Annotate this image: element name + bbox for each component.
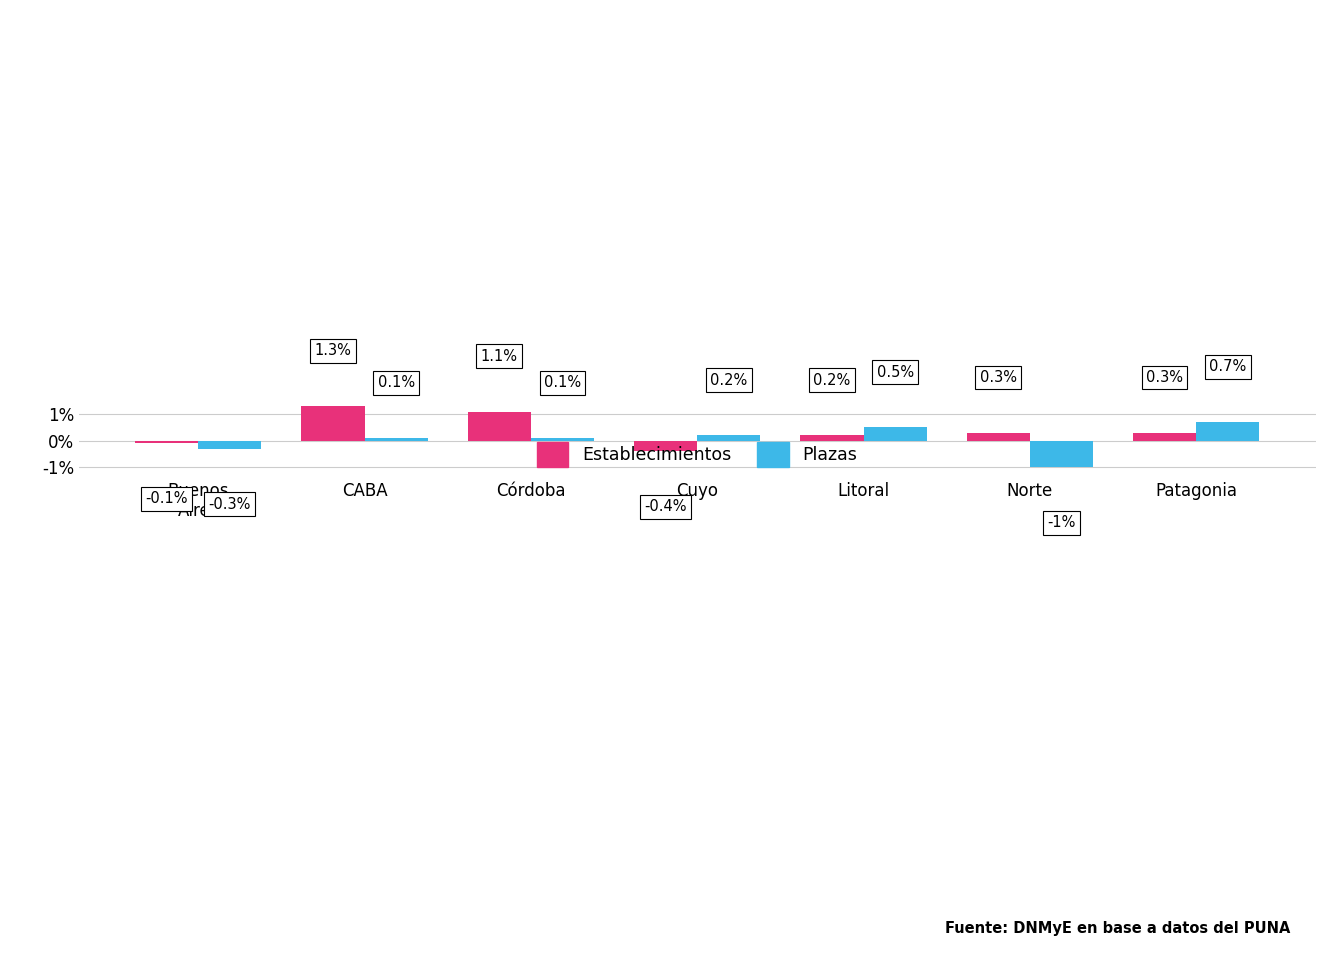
- Text: 0.2%: 0.2%: [813, 372, 851, 388]
- Text: 0.3%: 0.3%: [1146, 370, 1183, 385]
- Text: -0.4%: -0.4%: [644, 499, 687, 515]
- Text: 0.7%: 0.7%: [1210, 359, 1246, 374]
- Text: 0.5%: 0.5%: [876, 365, 914, 379]
- Bar: [1030, 441, 1093, 468]
- Bar: [634, 441, 698, 451]
- Bar: [136, 441, 199, 444]
- Bar: [698, 436, 761, 441]
- Legend: Establecimientos, Plazas: Establecimientos, Plazas: [520, 424, 875, 484]
- Bar: [1133, 433, 1196, 441]
- Bar: [800, 436, 864, 441]
- Bar: [1196, 422, 1259, 441]
- Text: 0.1%: 0.1%: [378, 375, 415, 390]
- Text: 0.2%: 0.2%: [710, 372, 747, 388]
- Bar: [864, 427, 927, 441]
- Bar: [531, 438, 594, 441]
- Text: -1%: -1%: [1047, 516, 1075, 530]
- Bar: [966, 433, 1030, 441]
- Bar: [468, 412, 531, 441]
- Text: 0.3%: 0.3%: [980, 370, 1017, 385]
- Text: 0.1%: 0.1%: [544, 375, 581, 390]
- Text: -0.3%: -0.3%: [208, 496, 251, 512]
- Text: 1.3%: 1.3%: [314, 344, 351, 358]
- Bar: [199, 441, 262, 448]
- Bar: [301, 406, 364, 441]
- Text: 1.1%: 1.1%: [481, 348, 517, 364]
- Text: Fuente: DNMyE en base a datos del PUNA: Fuente: DNMyE en base a datos del PUNA: [945, 921, 1290, 936]
- Text: -0.1%: -0.1%: [145, 492, 188, 506]
- Bar: [364, 438, 427, 441]
